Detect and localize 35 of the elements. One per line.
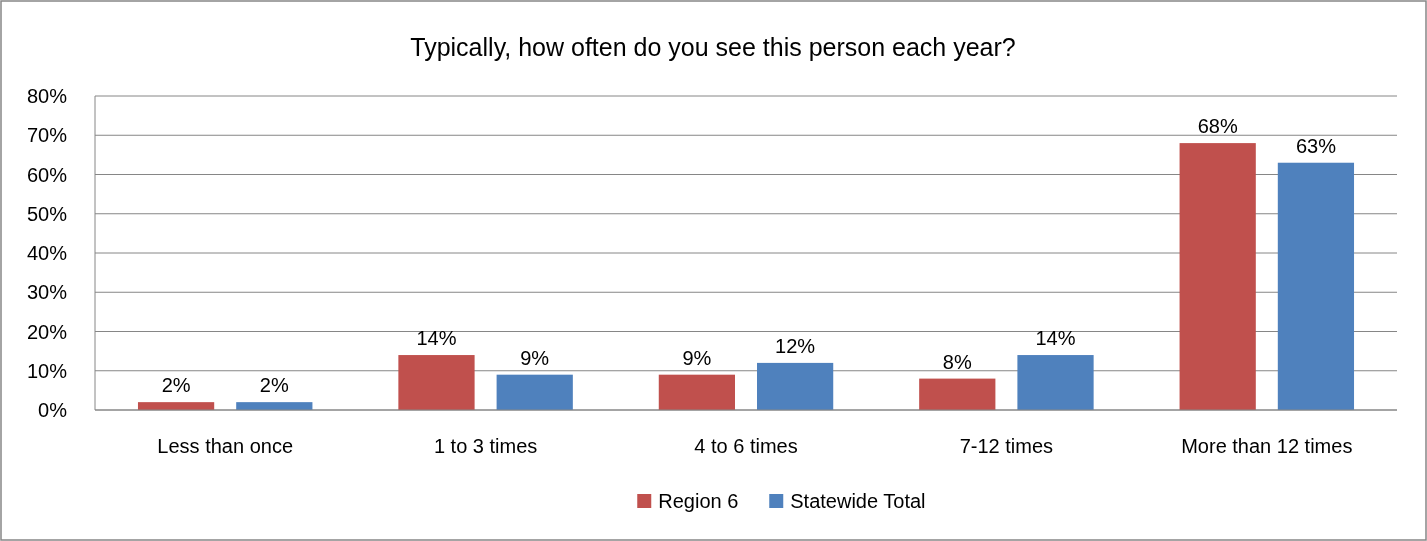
bar	[1017, 355, 1094, 410]
x-tick-label: Less than once	[157, 435, 294, 457]
y-tick-label: 0%	[38, 399, 68, 421]
data-label: 12%	[775, 334, 816, 357]
y-tick-label: 30%	[26, 281, 68, 304]
y-tick-label: 40%	[26, 242, 68, 264]
bar	[919, 378, 996, 410]
legend-label: Region 6	[658, 490, 739, 512]
x-tick-label: 1 to 3 times	[433, 435, 538, 457]
bar	[496, 374, 573, 410]
y-tick-label: 80%	[26, 85, 68, 107]
data-label: 63%	[1295, 134, 1337, 157]
y-tick-label: 10%	[26, 359, 68, 382]
chart-title: Typically, how often do you see this person each year?	[410, 33, 1016, 61]
data-label: 8%	[942, 350, 972, 373]
legend-label: Statewide Total	[790, 490, 926, 512]
bar	[1179, 143, 1256, 410]
data-label: 68%	[1197, 115, 1238, 138]
bar	[1277, 162, 1355, 410]
y-tick-label: 70%	[26, 124, 68, 147]
x-tick-label: 4 to 6 times	[694, 435, 798, 457]
y-tick-label: 60%	[26, 163, 68, 186]
bar	[757, 362, 834, 410]
data-label: 9%	[682, 346, 712, 369]
bar	[398, 355, 475, 410]
data-label: 2%	[259, 374, 289, 397]
data-label: 14%	[416, 327, 457, 350]
data-label: 2%	[161, 374, 191, 397]
x-tick-label: More than 12 times	[1181, 435, 1353, 457]
bar	[658, 374, 735, 410]
data-label: 9%	[520, 346, 550, 369]
x-tick-label: 7-12 times	[959, 435, 1054, 457]
data-label: 14%	[1035, 327, 1076, 350]
y-tick-label: 50%	[26, 202, 68, 225]
y-tick-label: 20%	[26, 320, 68, 343]
